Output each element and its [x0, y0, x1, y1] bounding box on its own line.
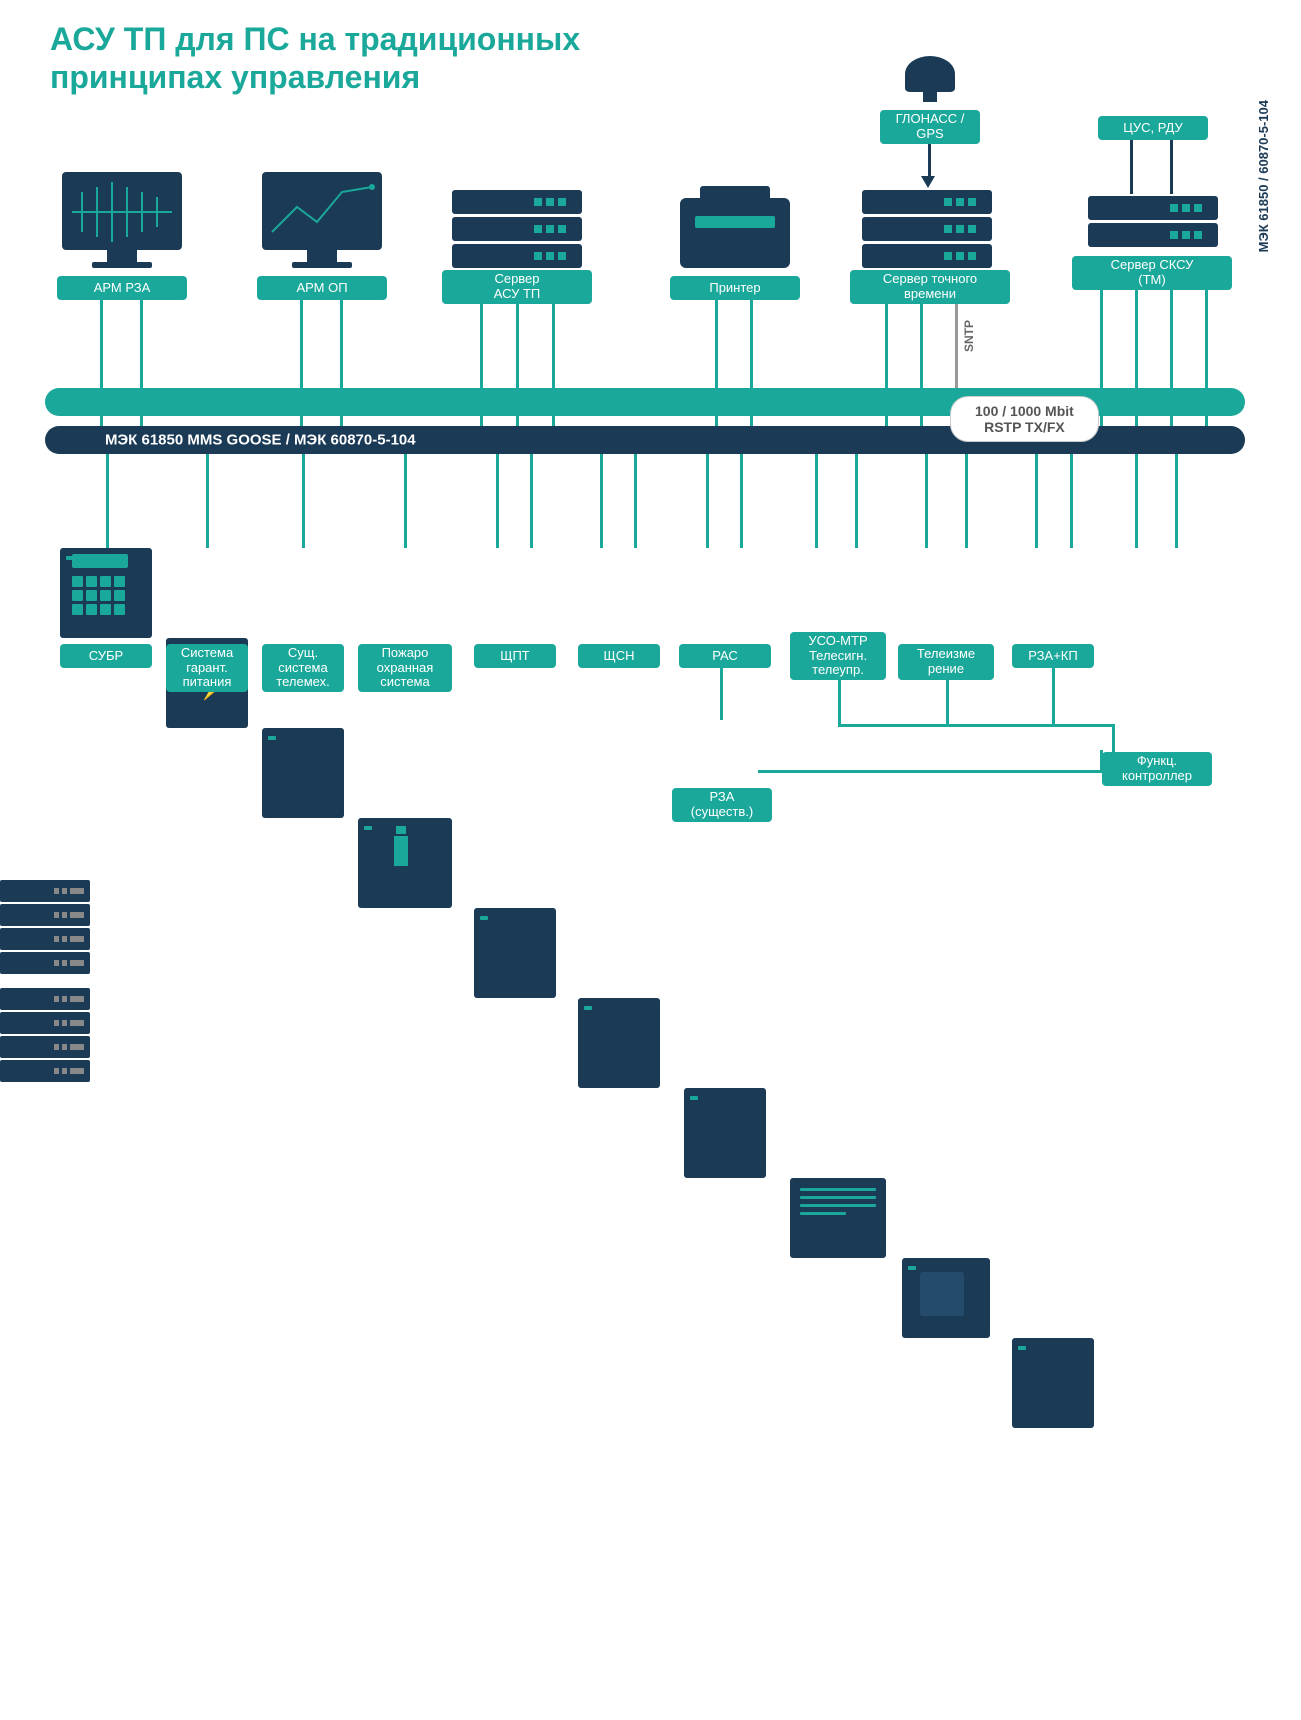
bus-badge: 100 / 1000 Mbit RSTP TX/FX	[950, 396, 1099, 442]
hl-mid	[838, 724, 1114, 727]
vline-ts-1	[885, 304, 888, 426]
vl-rzakp-d	[1052, 668, 1055, 724]
vl-b-schpt1	[496, 454, 499, 548]
arm-rza-label: АРМ РЗА	[57, 276, 187, 300]
vl-b-uso2	[855, 454, 858, 548]
rzakp-label: РЗА+КП	[1012, 644, 1094, 668]
vline-arm-rza-1	[100, 300, 103, 426]
arm-rza-device	[62, 172, 182, 268]
schsn-device	[578, 998, 660, 1088]
vline-ts-2	[920, 304, 923, 426]
antenna-icon	[905, 56, 955, 92]
vl-b-ti2	[965, 454, 968, 548]
uso-device	[790, 1178, 886, 1258]
sgp-label: Система гарант. питания	[166, 644, 248, 692]
vline-cus-1	[1130, 140, 1133, 194]
vline-sntp-gray	[955, 304, 958, 388]
server-asutp-label: Сервер АСУ ТП	[442, 270, 592, 304]
teleiz-device	[902, 1258, 990, 1338]
glonass-label: ГЛОНАСС / GPS	[880, 110, 980, 144]
vline-asutp-2	[516, 304, 519, 426]
ras-label: РАС	[679, 644, 771, 668]
network-diagram: МЭК 61850 MMS GOOSE / МЭК 60870-5-104 10…	[0, 0, 1301, 860]
vl-b-tm	[302, 454, 305, 548]
schpt-label: ЩПТ	[474, 644, 556, 668]
func-ctrl-device	[0, 880, 90, 1082]
vl-b-fc2	[1175, 454, 1178, 548]
vl-b-schsn1	[600, 454, 603, 548]
sksu-server-device	[1088, 196, 1218, 250]
subr-device	[60, 548, 152, 638]
vline-arm-op-2	[340, 300, 343, 426]
vline-printer-2	[750, 300, 753, 426]
vl-b-uso1	[815, 454, 818, 548]
rza-exist-label: РЗА (существ.)	[672, 788, 772, 822]
cus-rdu-label: ЦУС, РДУ	[1098, 116, 1208, 140]
vline-arm-rza-2	[140, 300, 143, 426]
vl-b-fc1	[1135, 454, 1138, 548]
hl-stub	[758, 770, 761, 773]
vl-b-fire	[404, 454, 407, 548]
time-server-label: Сервер точного времени	[850, 270, 1010, 304]
vl-uso-d	[838, 680, 841, 724]
side-protocol-label: МЭК 61850 / 60870-5-104	[1256, 100, 1271, 252]
arm-op-label: АРМ ОП	[257, 276, 387, 300]
subr-label: СУБР	[60, 644, 152, 668]
printer-label: Принтер	[670, 276, 800, 300]
time-server-device	[862, 190, 992, 271]
rzakp-device	[1012, 1338, 1094, 1428]
fire-label: Пожаро охранная система	[358, 644, 452, 692]
func-ctrl-label: Функц. контроллер	[1102, 752, 1212, 786]
vline-printer-1	[715, 300, 718, 426]
vl-b-subr	[106, 454, 109, 548]
vline-arm-op-1	[300, 300, 303, 426]
vline-gps	[928, 144, 931, 178]
bus-bottom-label: МЭК 61850 MMS GOOSE / МЭК 60870-5-104	[105, 432, 416, 449]
vl-b-rzakp1	[1035, 454, 1038, 548]
server-asutp-device	[452, 190, 582, 271]
uso-label: УСО-МТР Телесигн. телеупр.	[790, 632, 886, 680]
vl-b-sgp	[206, 454, 209, 548]
vl-b-schpt2	[530, 454, 533, 548]
arm-op-device	[262, 172, 382, 268]
vl-b-ras1	[706, 454, 709, 548]
vline-cus-2	[1170, 140, 1173, 194]
vline-asutp-1	[480, 304, 483, 426]
printer-device	[680, 198, 790, 268]
arrow-gps	[921, 176, 935, 188]
schsn-label: ЩСН	[578, 644, 660, 668]
bus-badge-l1: 100 / 1000 Mbit	[975, 403, 1074, 419]
vl-b-rzakp2	[1070, 454, 1073, 548]
vl-b-schsn2	[634, 454, 637, 548]
vl-rza-ex-up	[720, 668, 723, 720]
vline-asutp-3	[552, 304, 555, 426]
vline-sksu-3	[1170, 290, 1173, 426]
vl-ti-d	[946, 680, 949, 724]
ras-device	[684, 1088, 766, 1178]
vline-sksu-1	[1100, 290, 1103, 426]
fire-device	[358, 818, 452, 908]
vl-fc-mid	[1112, 724, 1115, 752]
bus-badge-l2: RSTP TX/FX	[975, 419, 1074, 435]
schpt-device	[474, 908, 556, 998]
telemex-device	[262, 728, 344, 818]
teleiz-label: Телеизме рение	[898, 644, 994, 680]
vline-sksu-2	[1135, 290, 1138, 426]
sksu-server-label: Сервер СКСУ (ТМ)	[1072, 256, 1232, 290]
vl-b-ras2	[740, 454, 743, 548]
telemex-label: Сущ. система телемех.	[262, 644, 344, 692]
vl-fc-down	[1100, 750, 1103, 772]
hl-rza-fc	[758, 770, 1102, 773]
vline-sksu-4	[1205, 290, 1208, 426]
sntp-label: SNTP	[962, 320, 976, 352]
vl-b-ti1	[925, 454, 928, 548]
